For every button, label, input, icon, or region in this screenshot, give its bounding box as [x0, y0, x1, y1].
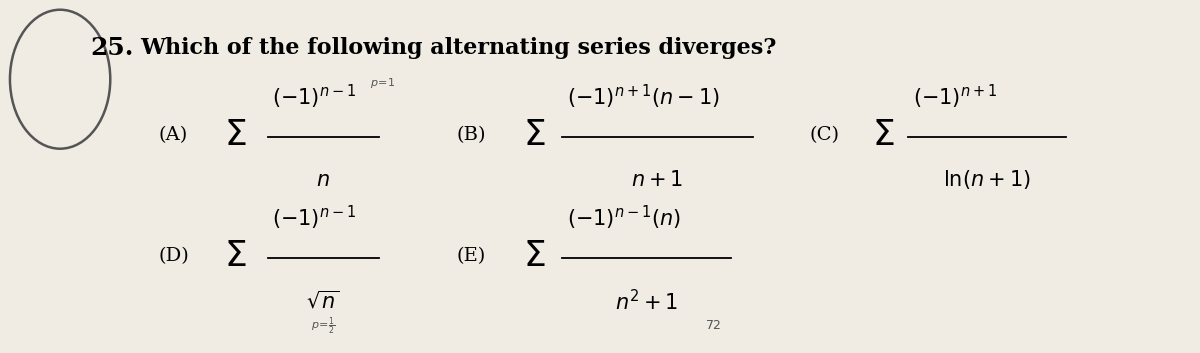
Text: $n^2+1$: $n^2+1$	[616, 289, 678, 314]
Text: $\Sigma$: $\Sigma$	[224, 118, 247, 152]
Text: $\Sigma$: $\Sigma$	[523, 239, 546, 274]
Text: Which of the following alternating series diverges?: Which of the following alternating serie…	[140, 37, 776, 59]
Text: 25.: 25.	[90, 36, 133, 60]
Text: (D): (D)	[158, 247, 188, 265]
Text: $\sqrt{n}$: $\sqrt{n}$	[306, 291, 340, 313]
Text: $(-1)^{n-1}$: $(-1)^{n-1}$	[271, 204, 356, 232]
Text: $(-1)^{n-1}$: $(-1)^{n-1}$	[271, 83, 356, 111]
Text: (E): (E)	[457, 247, 486, 265]
Text: $(-1)^{n-1}(n)$: $(-1)^{n-1}(n)$	[566, 204, 680, 232]
Text: $(-1)^{n+1}(n-1)$: $(-1)^{n+1}(n-1)$	[566, 83, 720, 111]
Text: (A): (A)	[158, 126, 187, 144]
Text: $\Sigma$: $\Sigma$	[872, 118, 894, 152]
Text: $\ln(n+1)$: $\ln(n+1)$	[943, 168, 1031, 191]
Text: $\Sigma$: $\Sigma$	[523, 118, 546, 152]
Text: $\Sigma$: $\Sigma$	[224, 239, 247, 274]
Text: $(-1)^{n+1}$: $(-1)^{n+1}$	[913, 83, 997, 111]
Text: $n$: $n$	[316, 170, 330, 190]
Text: $p\!=\!1$: $p\!=\!1$	[370, 76, 395, 90]
Text: $p\!=\!\frac{1}{2}$: $p\!=\!\frac{1}{2}$	[311, 315, 335, 337]
Text: $n+1$: $n+1$	[631, 170, 684, 190]
Text: (B): (B)	[457, 126, 486, 144]
Text: $72$: $72$	[706, 319, 721, 333]
Text: (C): (C)	[809, 126, 839, 144]
